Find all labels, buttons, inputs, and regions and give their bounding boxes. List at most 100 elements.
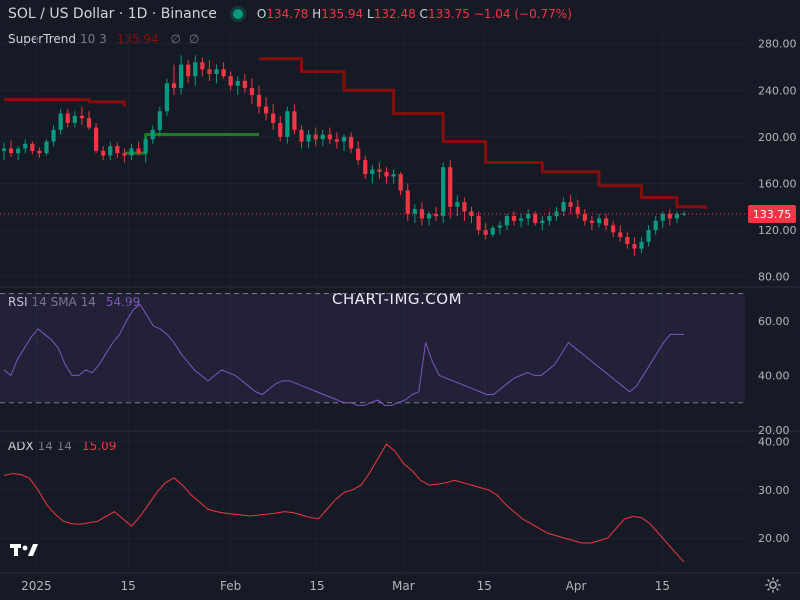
close-label: C	[419, 7, 428, 21]
price-y-tick: 240.00	[758, 84, 797, 97]
candle-body	[582, 213, 587, 221]
candle-body	[511, 216, 517, 221]
candle-body	[278, 122, 283, 137]
x-tick-label: Apr	[566, 579, 587, 593]
candle-body	[150, 129, 155, 140]
candle-body	[412, 209, 417, 214]
rsi-name: RSI	[8, 295, 28, 309]
supertrend-params: 10 3	[80, 32, 107, 46]
rsi-legend[interactable]: RSI 14 SMA 14 54.99	[8, 295, 140, 309]
hidden-eye-icon[interactable]: ∅	[170, 32, 181, 46]
candle-body	[51, 129, 56, 142]
candle-body	[398, 174, 403, 191]
candle-body	[568, 202, 573, 207]
adx-legend[interactable]: ADX 14 14 15.09	[8, 439, 116, 453]
candle-body	[327, 134, 332, 140]
candle-body	[101, 150, 106, 156]
candle-body	[1, 148, 7, 151]
candle-body	[639, 241, 644, 249]
symbol-title[interactable]: SOL / US Dollar · 1D · Binance	[8, 6, 217, 22]
candle-body	[674, 213, 680, 219]
supertrend-legend[interactable]: SuperTrend 10 3 135.94 ∅ ∅	[8, 32, 199, 46]
candle-body	[235, 80, 240, 86]
candle-body	[554, 211, 559, 217]
high-label: H	[312, 7, 322, 21]
hidden-eye-icon-2[interactable]: ∅	[188, 32, 200, 46]
candle-body	[405, 190, 410, 214]
candle-body	[136, 148, 141, 154]
candle-body	[504, 216, 510, 226]
candle-body	[256, 94, 262, 107]
x-tick-label: 15	[477, 579, 492, 593]
candle-body	[221, 69, 226, 77]
market-status-dot[interactable]	[232, 9, 243, 19]
candle-body	[632, 244, 637, 249]
symbol-header: SOL / US Dollar · 1D · Binance O134.78 H1…	[8, 6, 572, 22]
candle-body	[143, 139, 148, 154]
close-value: 133.75	[427, 7, 470, 21]
candle-body	[575, 206, 580, 214]
price-y-tick: 280.00	[758, 38, 797, 51]
candle-body	[603, 218, 609, 226]
candle-body	[242, 80, 247, 88]
adx-params: 14 14	[37, 439, 73, 453]
candle-body	[497, 225, 502, 228]
candle-body	[363, 160, 368, 175]
candle-body	[476, 216, 481, 231]
candle-body	[16, 148, 21, 154]
candle-body	[341, 136, 347, 142]
candle-body	[186, 64, 191, 77]
candle-body	[8, 148, 14, 154]
candle-body	[490, 227, 495, 235]
rsi-line	[3, 303, 685, 406]
open-label: O	[256, 7, 267, 21]
candle-body	[214, 69, 219, 74]
candle-body	[271, 113, 276, 123]
price-y-tick: 80.00	[758, 271, 790, 284]
candle-body	[65, 113, 70, 123]
candle-body	[299, 129, 304, 142]
candle-body	[667, 213, 672, 219]
candle-body	[526, 213, 531, 219]
candle-body	[292, 111, 297, 130]
candle-body	[618, 232, 623, 238]
supertrend-up-line	[124, 133, 259, 155]
candle-body	[285, 111, 290, 137]
candle-body	[37, 150, 42, 154]
candle-body	[356, 148, 361, 161]
candle-body	[681, 213, 687, 215]
candle-body	[455, 202, 460, 207]
x-tick-label: 15	[120, 579, 135, 593]
candle-body	[200, 62, 205, 70]
rsi-band-fill	[0, 293, 745, 403]
candle-body	[23, 143, 28, 149]
candle-body	[164, 83, 170, 112]
candle-body	[44, 141, 49, 154]
candle-body	[108, 146, 113, 156]
price-y-tick: 160.00	[758, 177, 797, 190]
candle-body	[207, 69, 212, 74]
candle-body	[79, 115, 85, 119]
candle-body	[426, 213, 432, 219]
low-value: 132.48	[373, 7, 416, 21]
candle-body	[263, 106, 269, 114]
change-value: −1.04 (−0.77%)	[473, 7, 572, 21]
candle-body	[58, 113, 63, 130]
candle-body	[625, 237, 630, 245]
candle-body	[115, 146, 120, 154]
candle-body	[518, 218, 524, 221]
candle-body	[419, 209, 425, 219]
settings-gear-icon[interactable]	[764, 576, 782, 594]
candle-body	[462, 202, 467, 212]
tradingview-logo-icon[interactable]	[10, 540, 40, 560]
candle-body	[483, 230, 488, 235]
supertrend-down-line	[259, 57, 707, 210]
candle-body	[384, 171, 389, 177]
supertrend-down-line	[4, 98, 126, 107]
candle-body	[30, 143, 35, 151]
candle-body	[178, 64, 184, 88]
candle-body	[533, 213, 538, 224]
candle-body	[596, 218, 602, 224]
candle-body	[72, 115, 77, 123]
